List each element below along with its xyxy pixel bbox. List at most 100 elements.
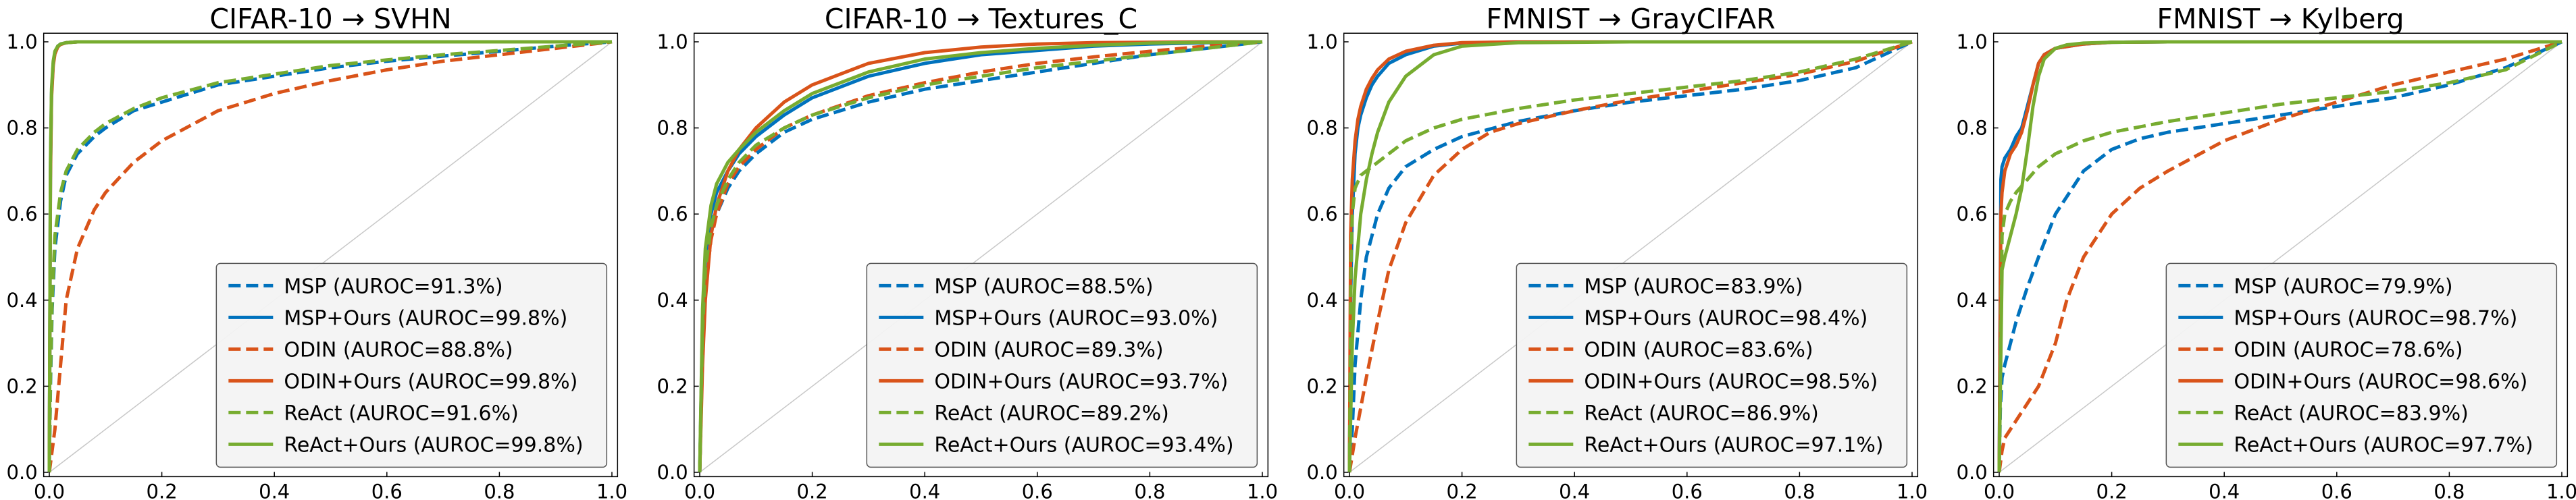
roc-curve-1 — [1347, 40, 1913, 473]
roc-curve-5 — [47, 40, 613, 473]
roc-curve-6 — [1997, 40, 2562, 473]
legend-label: ODIN+Ours (AUROC=98.6%) — [2234, 370, 2527, 393]
y-tick-label: 0.8 — [7, 117, 38, 140]
x-tick-label: 0.8 — [1784, 480, 1815, 500]
legend-label: MSP+Ours (AUROC=98.7%) — [2234, 306, 2517, 330]
legend-label: ReAct (AUROC=83.9%) — [2234, 401, 2468, 425]
chart-title: FMNIST → GrayCIFAR — [1486, 3, 1775, 35]
x-tick-label: 0.2 — [2096, 480, 2128, 500]
y-tick-label: 0.4 — [1957, 289, 1988, 312]
y-tick-label: 0.0 — [657, 461, 688, 484]
roc-curve-5 — [1347, 40, 1913, 473]
x-tick-label: 1.0 — [1247, 480, 1278, 500]
y-tick-label: 0.0 — [1307, 461, 1338, 484]
x-tick-label: 0.4 — [1559, 480, 1590, 500]
x-tick-label: 1.0 — [2546, 480, 2576, 500]
legend-label: MSP (AUROC=79.9%) — [2234, 275, 2452, 298]
legend-box — [1516, 262, 1908, 468]
roc-panel-4: 0.0 0.2 0.4 0.6 0.8 1.0 0.0 0.2 0.4 0.6 0.8 1.0 FMNI… — [1957, 3, 2576, 500]
legend-label: MSP (AUROC=88.5%) — [934, 275, 1153, 298]
y-tick-label: 0.4 — [657, 289, 688, 312]
y-tick-label: 1.0 — [657, 30, 688, 53]
x-tick-label: 0.0 — [1984, 480, 2015, 500]
roc-curve-5 — [1997, 40, 2563, 473]
roc-curve-4 — [1347, 40, 1912, 473]
x-tick-label: 0.6 — [1672, 480, 1703, 500]
axes-frame — [1992, 32, 2569, 478]
y-tick-label: 0.4 — [7, 289, 38, 312]
legend-label: MSP (AUROC=91.3%) — [284, 275, 503, 298]
legend-label: ReAct+Ours (AUROC=99.8%) — [284, 433, 583, 457]
legend-label: ODIN (AUROC=78.6%) — [2234, 338, 2463, 362]
legend-label: ReAct (AUROC=91.6%) — [284, 401, 518, 425]
legend: MSP (AUROC=91.3%) MSP+Ours (AUROC=99.8%) O… — [215, 262, 608, 468]
y-tick-label: 0.6 — [7, 202, 38, 225]
legend-box — [866, 262, 1258, 468]
roc-panel-3: 0.0 0.2 0.4 0.6 0.8 1.0 0.0 0.2 0.4 0.6 0.8 1.0 FMNI… — [1307, 3, 1928, 500]
roc-curve-1 — [1997, 40, 2563, 473]
legend: MSP (AUROC=88.5%) MSP+Ours (AUROC=93.0%) O… — [866, 262, 1258, 468]
x-tick-label: 0.8 — [1134, 480, 1165, 500]
y-tick-label: 0.0 — [1957, 461, 1988, 484]
y-tick-label: 1.0 — [1307, 30, 1338, 53]
legend-label: ReAct+Ours (AUROC=97.1%) — [1584, 433, 1883, 457]
y-tick-label: 0.6 — [1957, 202, 1988, 225]
legend: MSP (AUROC=83.9%) MSP+Ours (AUROC=98.4%) O… — [1516, 262, 1908, 468]
roc-curve-3 — [1347, 40, 1913, 473]
y-tick-label: 1.0 — [1957, 30, 1988, 53]
legend-label: ODIN+Ours (AUROC=98.5%) — [1584, 370, 1878, 393]
x-tick-label: 0.0 — [684, 480, 715, 500]
roc-curve-6 — [47, 40, 612, 473]
legend-label: ODIN+Ours (AUROC=99.8%) — [284, 370, 577, 393]
x-tick-label: 0.6 — [2321, 480, 2352, 500]
chart-title: FMNIST → Kylberg — [2157, 3, 2404, 35]
legend-label: ODIN (AUROC=89.3%) — [934, 338, 1163, 362]
diagonal-reference-line — [1349, 41, 1913, 473]
roc-curve-4 — [698, 40, 1262, 473]
legend-label: ReAct+Ours (AUROC=93.4%) — [934, 433, 1233, 457]
chart-title: CIFAR-10 → SVHN — [209, 3, 451, 35]
diagonal-reference-line — [1999, 41, 2562, 473]
roc-curve-3 — [47, 40, 613, 473]
diagonal-reference-line — [49, 41, 613, 473]
x-tick-label: 1.0 — [1897, 480, 1928, 500]
roc-curve-5 — [698, 40, 1263, 473]
y-tick-label: 0.2 — [1957, 374, 1988, 397]
legend-label: MSP+Ours (AUROC=93.0%) — [934, 306, 1218, 330]
legend: MSP (AUROC=79.9%) MSP+Ours (AUROC=98.7%) O… — [2165, 262, 2558, 468]
legend-label: ODIN+Ours (AUROC=93.7%) — [934, 370, 1228, 393]
x-tick-label: 0.8 — [484, 480, 515, 500]
y-tick-label: 0.2 — [7, 374, 38, 397]
legend-label: ODIN (AUROC=88.8%) — [284, 338, 513, 362]
x-tick-label: 0.4 — [259, 480, 290, 500]
legend-label: ReAct+Ours (AUROC=97.7%) — [2234, 433, 2533, 457]
y-tick-label: 0.8 — [657, 117, 688, 140]
y-tick-label: 0.0 — [7, 461, 38, 484]
x-tick-label: 0.2 — [797, 480, 828, 500]
legend-label: ReAct (AUROC=89.2%) — [934, 401, 1168, 425]
y-tick-label: 0.2 — [657, 374, 688, 397]
y-tick-label: 0.2 — [1307, 374, 1338, 397]
axes-frame — [1343, 32, 1919, 478]
y-tick-label: 0.8 — [1307, 117, 1338, 140]
legend-label: MSP+Ours (AUROC=99.8%) — [284, 306, 567, 330]
roc-panel-2: 0.0 0.2 0.4 0.6 0.8 1.0 0.0 0.2 0.4 0.6 0.8 1.0 CIFA… — [657, 3, 1279, 500]
roc-panel-1: 0.0 0.2 0.4 0.6 0.8 1.0 0.0 0.2 0.4 0.6 0.8 1.0 CIFA… — [7, 3, 628, 500]
axes-frame — [693, 32, 1269, 478]
diagonal-reference-line — [699, 41, 1263, 473]
legend-label: ReAct (AUROC=86.9%) — [1584, 401, 1818, 425]
x-tick-label: 0.4 — [2209, 480, 2240, 500]
roc-curve-6 — [1347, 40, 1912, 473]
roc-curve-3 — [1997, 40, 2562, 473]
x-tick-label: 0.2 — [147, 480, 178, 500]
y-tick-label: 0.4 — [1307, 289, 1338, 312]
x-tick-label: 0.6 — [371, 480, 403, 500]
legend-box — [2165, 262, 2558, 468]
x-tick-label: 0.0 — [34, 480, 65, 500]
legend-label: MSP+Ours (AUROC=98.4%) — [1584, 306, 1867, 330]
roc-curve-6 — [698, 40, 1263, 473]
x-tick-label: 0.0 — [1334, 480, 1365, 500]
x-tick-label: 0.2 — [1447, 480, 1478, 500]
x-tick-label: 0.6 — [1022, 480, 1053, 500]
